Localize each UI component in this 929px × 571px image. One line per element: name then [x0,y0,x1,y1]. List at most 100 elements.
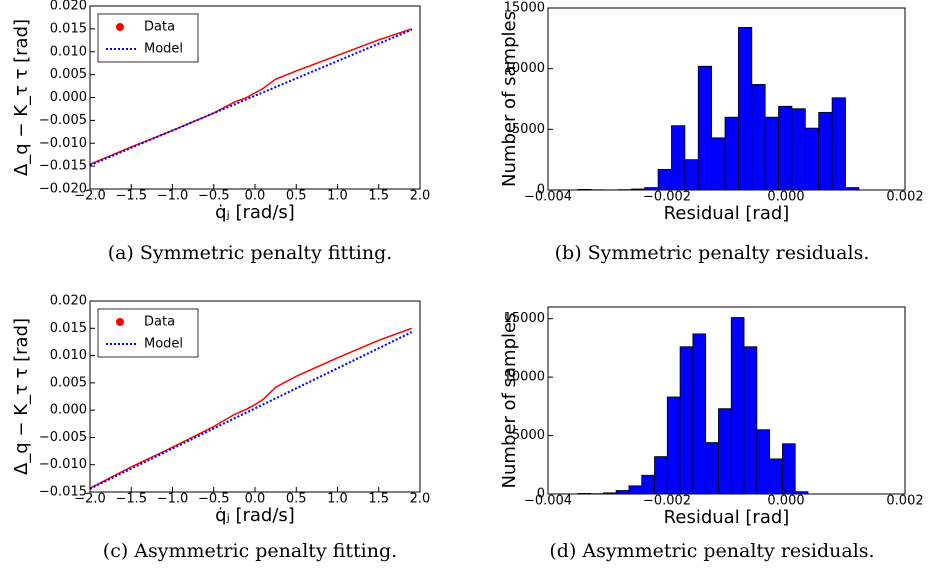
caption: (c) Asymmetric penalty fitting. [103,540,397,562]
caption: (b) Symmetric penalty residuals. [555,242,870,264]
y-tick-label: 10000 [504,370,545,385]
x-tick-label: 0.5 [286,189,307,204]
bar [804,127,820,191]
legend-label: Model [144,42,183,57]
x-tick-label: −2.0 [74,492,106,507]
bar [718,408,732,495]
bar [654,456,668,495]
x-tick-label: 0.002 [886,494,923,509]
bar [764,116,779,191]
y-tick-label: 0.020 [50,294,87,309]
bar [679,346,694,495]
bar [705,442,719,495]
x-tick-label: 0.000 [767,190,804,205]
y-tick-label: 15000 [504,1,545,16]
legend-label: Data [144,315,175,330]
bar [831,97,846,191]
x-axis-label: q̇ⱼ [rad/s] [215,202,295,223]
y-tick-label: −0.005 [39,430,87,445]
legend-box [97,308,199,358]
x-tick-label: 0.000 [767,494,804,509]
bar [778,105,793,191]
bar [769,458,783,495]
bar [751,84,766,191]
y-tick-label: 0.005 [50,67,87,82]
x-tick-label: −1.0 [157,492,189,507]
bar [724,116,739,191]
bar [692,333,707,495]
y-tick-label: −0.005 [39,113,87,128]
legend-box [97,13,199,63]
x-tick-label: −0.004 [524,190,572,205]
y-axis-label: Number of samples [499,11,520,187]
x-tick-label: 1.0 [327,189,348,204]
bar [657,168,672,191]
axes-frame [547,7,906,191]
x-tick-label: −1.5 [115,189,147,204]
caption: (a) Symmetric penalty fitting. [108,242,393,264]
bar [711,137,726,191]
legend-marker [116,318,124,326]
caption: (d) Asymmetric penalty residuals. [549,540,874,562]
y-tick-label: 0.010 [50,348,87,363]
x-tick-label: 0.5 [286,492,307,507]
y-tick-label: 5000 [512,428,545,443]
bar [756,429,771,495]
x-tick-label: −2.0 [74,189,106,204]
x-tick-label: 1.5 [368,492,389,507]
bar [743,346,758,495]
x-axis-label: q̇ⱼ [rad/s] [215,505,295,526]
y-tick-label: 5000 [512,122,545,137]
bar [671,125,686,191]
x-tick-label: −0.002 [643,494,691,509]
y-tick-label: −0.010 [39,136,87,151]
y-tick-label: 0.005 [50,375,87,390]
x-tick-label: −1.0 [157,189,189,204]
bar [782,443,796,495]
bar [730,317,745,495]
bar [697,65,713,191]
bar [641,474,655,495]
x-tick-label: 2.0 [410,492,431,507]
x-axis-label: Residual [rad] [664,507,790,528]
y-tick-label: −0.020 [39,182,87,197]
x-axis-label: Residual [rad] [664,203,790,224]
y-axis-label: Δ_q − K_τ τ [rad] [11,19,32,176]
x-tick-label: −0.002 [643,190,691,205]
x-tick-label: −0.5 [198,189,230,204]
bar [628,485,643,495]
bar [738,27,753,191]
y-tick-label: −0.015 [39,485,87,500]
axes-frame [547,306,906,495]
x-tick-label: 0.0 [245,492,266,507]
x-tick-label: 1.5 [368,189,389,204]
legend-marker [116,23,124,31]
x-tick-label: 0.0 [245,189,266,204]
y-tick-label: 0 [537,183,545,198]
x-tick-label: 0.002 [886,190,923,205]
y-tick-label: 0 [537,487,545,502]
y-axis-label: Number of samples [499,313,520,489]
y-tick-label: −0.010 [39,457,87,472]
x-tick-label: 2.0 [410,189,431,204]
x-tick-label: 1.0 [327,492,348,507]
bar [791,108,806,191]
x-tick-label: −0.5 [198,492,230,507]
y-tick-label: 0.000 [50,403,87,418]
bar [818,111,833,191]
bar [684,159,699,191]
series-line [89,327,413,489]
legend-label: Data [144,20,175,35]
y-tick-label: 0.015 [50,321,87,336]
y-tick-label: 0.020 [50,0,87,14]
x-tick-label: −1.5 [115,492,147,507]
y-tick-label: 0.010 [50,44,87,59]
y-tick-label: 15000 [504,311,545,326]
bar [615,490,630,495]
y-tick-label: 0.015 [50,21,87,36]
y-tick-label: 10000 [504,61,545,76]
y-axis-label: Δ_q − K_τ τ [rad] [11,318,32,475]
legend-label: Model [144,337,183,352]
x-tick-label: −0.004 [524,494,572,509]
bar [666,396,681,495]
